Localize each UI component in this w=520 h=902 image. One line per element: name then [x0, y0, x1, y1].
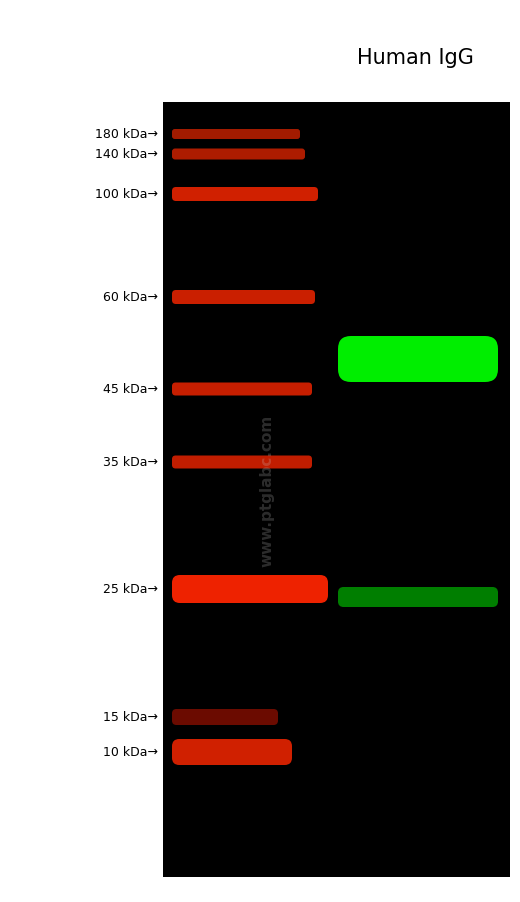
- FancyBboxPatch shape: [172, 150, 305, 161]
- Text: 60 kDa→: 60 kDa→: [103, 291, 158, 304]
- Text: www.ptglabc.com: www.ptglabc.com: [259, 414, 274, 566]
- Text: 45 kDa→: 45 kDa→: [103, 383, 158, 396]
- FancyBboxPatch shape: [172, 739, 292, 765]
- Text: 15 kDa→: 15 kDa→: [103, 711, 158, 723]
- FancyBboxPatch shape: [172, 575, 328, 603]
- Text: 10 kDa→: 10 kDa→: [103, 746, 158, 759]
- FancyBboxPatch shape: [172, 709, 278, 725]
- Text: 35 kDa→: 35 kDa→: [103, 456, 158, 469]
- FancyBboxPatch shape: [172, 456, 312, 469]
- Bar: [163, 103, 510, 877]
- FancyBboxPatch shape: [172, 130, 300, 140]
- FancyBboxPatch shape: [172, 188, 318, 202]
- FancyBboxPatch shape: [172, 383, 312, 396]
- Text: 140 kDa→: 140 kDa→: [95, 148, 158, 161]
- FancyBboxPatch shape: [172, 290, 315, 305]
- Text: 25 kDa→: 25 kDa→: [103, 583, 158, 596]
- FancyBboxPatch shape: [338, 587, 498, 607]
- FancyBboxPatch shape: [338, 336, 498, 382]
- Text: 100 kDa→: 100 kDa→: [95, 189, 158, 201]
- Text: Human IgG: Human IgG: [357, 48, 473, 68]
- Text: 180 kDa→: 180 kDa→: [95, 128, 158, 142]
